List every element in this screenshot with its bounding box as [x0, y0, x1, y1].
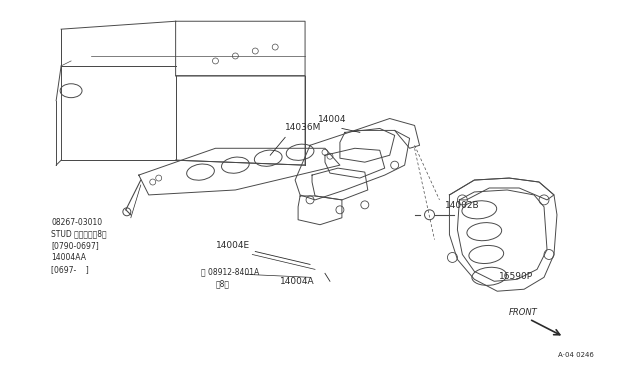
Text: [0697-    ]: [0697- ]	[51, 265, 89, 275]
Text: 14004E: 14004E	[216, 241, 250, 250]
Text: 08267-03010: 08267-03010	[51, 218, 102, 227]
Text: 16590P: 16590P	[499, 272, 533, 281]
Text: 14004: 14004	[318, 115, 346, 125]
Text: ⓝ 08912-8401A: ⓝ 08912-8401A	[200, 267, 259, 276]
Text: 14036M: 14036M	[285, 124, 321, 132]
Text: （8）: （8）	[216, 279, 230, 288]
Text: A·04 0246: A·04 0246	[558, 352, 594, 358]
Text: FRONT: FRONT	[509, 308, 538, 317]
Text: 14004A: 14004A	[280, 277, 315, 286]
Text: 14004AA: 14004AA	[51, 253, 86, 262]
Text: [0790-0697]: [0790-0697]	[51, 241, 99, 250]
Text: STUD スタッド（8）: STUD スタッド（8）	[51, 230, 107, 238]
Text: 14002B: 14002B	[444, 201, 479, 210]
